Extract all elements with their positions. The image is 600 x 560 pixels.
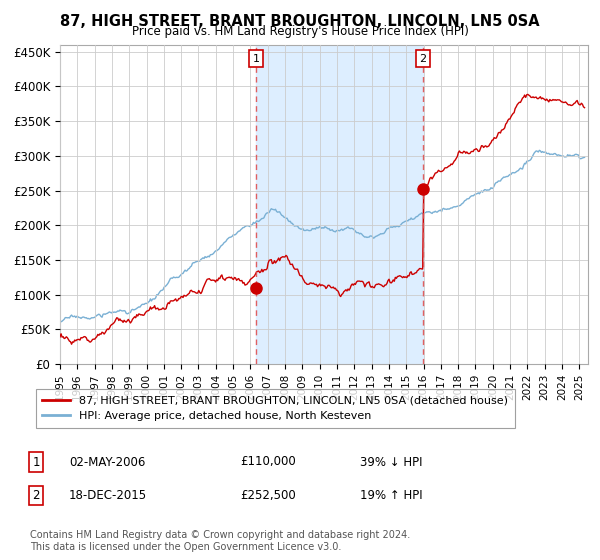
Legend: 87, HIGH STREET, BRANT BROUGHTON, LINCOLN, LN5 0SA (detached house), HPI: Averag: 87, HIGH STREET, BRANT BROUGHTON, LINCOL… [35, 389, 515, 428]
Text: 19% ↑ HPI: 19% ↑ HPI [360, 489, 422, 502]
Text: 2: 2 [32, 489, 40, 502]
Text: 1: 1 [253, 54, 260, 64]
Text: 18-DEC-2015: 18-DEC-2015 [69, 489, 147, 502]
Text: Price paid vs. HM Land Registry's House Price Index (HPI): Price paid vs. HM Land Registry's House … [131, 25, 469, 38]
Text: 39% ↓ HPI: 39% ↓ HPI [360, 455, 422, 469]
Text: £252,500: £252,500 [240, 489, 296, 502]
Text: 1: 1 [32, 455, 40, 469]
Text: Contains HM Land Registry data © Crown copyright and database right 2024.
This d: Contains HM Land Registry data © Crown c… [30, 530, 410, 552]
Text: 02-MAY-2006: 02-MAY-2006 [69, 455, 145, 469]
Bar [256, 45, 423, 364]
Text: 87, HIGH STREET, BRANT BROUGHTON, LINCOLN, LN5 0SA: 87, HIGH STREET, BRANT BROUGHTON, LINCOL… [60, 14, 540, 29]
Text: 2: 2 [419, 54, 427, 64]
Text: £110,000: £110,000 [240, 455, 296, 469]
